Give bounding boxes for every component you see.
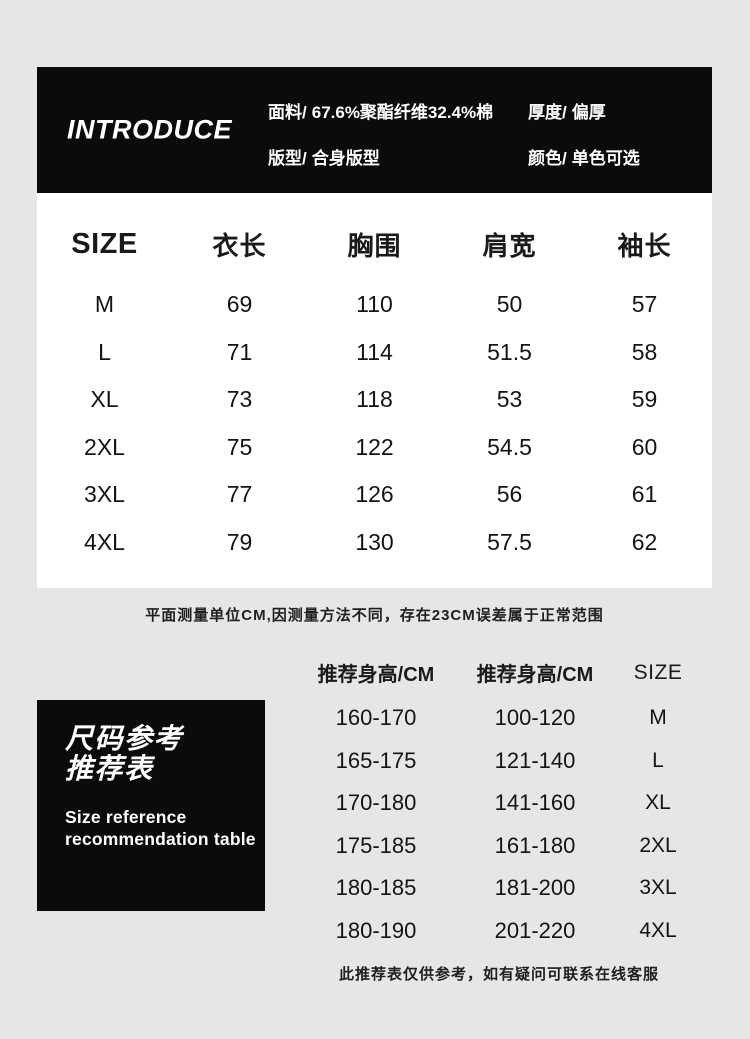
size-value: 75 [226, 433, 253, 460]
badge-subtitle-line1: Size reference [65, 807, 187, 828]
size-table-panel: SIZE 衣长 胸围 肩宽 袖长 M 69 110 50 57 L 71 114… [37, 193, 712, 588]
size-value: 122 [355, 433, 394, 460]
size-table-header-chest: 胸围 [347, 230, 402, 261]
size-value: 56 [496, 481, 523, 508]
ref-weight-range: 141-160 [494, 790, 576, 816]
size-row-label: M [94, 291, 115, 318]
size-row-label: XL [90, 386, 119, 413]
size-value: 51.5 [487, 338, 532, 365]
ref-size: L [652, 748, 664, 772]
measurement-note: 平面测量单位CM,因测量方法不同，存在23CM误差属于正常范围 [145, 607, 604, 624]
ref-height-range: 165-175 [335, 747, 417, 773]
size-value: 69 [226, 291, 253, 318]
spec-color-value: 单色可选 [571, 149, 640, 168]
size-value: 77 [226, 481, 253, 508]
size-value: 79 [226, 528, 253, 555]
size-row-label: L [98, 338, 111, 365]
size-value: 118 [356, 386, 393, 413]
size-value: 60 [631, 433, 658, 460]
spec-color: 颜色/单色可选 [528, 144, 640, 169]
ref-size: 2XL [639, 833, 677, 857]
size-value: 110 [356, 291, 393, 318]
size-table-header-sleeve: 袖长 [617, 230, 672, 261]
size-value: 61 [631, 481, 658, 508]
size-value: 53 [496, 386, 523, 413]
size-value: 50 [496, 291, 523, 318]
size-value: 130 [355, 528, 394, 555]
size-value: 62 [631, 528, 658, 555]
spec-fabric-value: 67.6%聚酯纤维32.4%棉 [311, 103, 494, 122]
badge-title-line1: 尺码参考 [65, 723, 184, 754]
size-row-label: 4XL [84, 528, 125, 555]
size-table-header-shoulder: 肩宽 [482, 230, 537, 261]
ref-height-range: 180-190 [335, 917, 417, 943]
ref-size: M [649, 706, 667, 730]
size-value: 126 [355, 481, 394, 508]
ref-height-range: 160-170 [335, 705, 417, 731]
ref-weight-range: 181-200 [494, 875, 576, 901]
recommendation-table: 推荐身高/CM 推荐身高/CM SIZE 160-170 100-120 M 1… [300, 648, 698, 952]
size-value: 59 [631, 386, 658, 413]
badge-subtitle-line2: recommendation table [65, 829, 256, 850]
ref-size: 4XL [639, 918, 677, 942]
size-value: 71 [226, 338, 253, 365]
size-reference-badge: 尺码参考 推荐表 Size reference recommendation t… [37, 700, 265, 911]
badge-title: 尺码参考 推荐表 [65, 724, 265, 783]
spec-fit-label: 版型/ [268, 149, 307, 168]
ref-header-size: SIZE [633, 660, 683, 684]
ref-weight-range: 201-220 [494, 917, 576, 943]
spec-fabric: 面料/67.6%聚酯纤维32.4%棉 [268, 98, 493, 123]
size-row-label: 2XL [84, 433, 125, 460]
size-value: 114 [356, 338, 393, 365]
ref-weight-range: 161-180 [494, 832, 576, 858]
size-row-label: 3XL [84, 481, 125, 508]
size-value: 57.5 [487, 528, 532, 555]
badge-subtitle: Size reference recommendation table [65, 806, 265, 850]
spec-thickness-value: 偏厚 [571, 103, 606, 122]
size-table: SIZE 衣长 胸围 肩宽 袖长 M 69 110 50 57 L 71 114… [37, 193, 712, 566]
ref-size: 3XL [639, 876, 677, 900]
spec-thickness: 厚度/偏厚 [528, 98, 606, 123]
badge-title-line2: 推荐表 [65, 752, 154, 784]
ref-weight-range: 100-120 [494, 705, 576, 731]
reference-note: 此推荐表仅供参考，如有疑问可联系在线客服 [338, 966, 659, 983]
introduce-banner: INTRODUCE 面料/67.6%聚酯纤维32.4%棉 厚度/偏厚 版型/合身… [37, 67, 712, 193]
ref-header-weight: 推荐身高/CM [476, 664, 594, 686]
ref-height-range: 180-185 [335, 875, 417, 901]
ref-height-range: 170-180 [335, 790, 417, 816]
introduce-title: INTRODUCE [67, 114, 232, 145]
spec-color-label: 颜色/ [528, 149, 567, 168]
spec-fabric-label: 面料/ [268, 103, 307, 122]
ref-height-range: 175-185 [335, 832, 417, 858]
spec-fit: 版型/合身版型 [268, 144, 380, 169]
ref-header-height: 推荐身高/CM [317, 664, 435, 686]
size-value: 58 [631, 338, 658, 365]
ref-size: XL [645, 791, 671, 815]
spec-fit-value: 合身版型 [311, 149, 380, 168]
size-value: 54.5 [487, 433, 532, 460]
spec-thickness-label: 厚度/ [528, 103, 567, 122]
size-table-header-size: SIZE [71, 227, 138, 260]
size-table-header-length: 衣长 [212, 230, 267, 261]
size-value: 73 [226, 386, 253, 413]
size-value: 57 [631, 291, 658, 318]
ref-weight-range: 121-140 [494, 747, 576, 773]
